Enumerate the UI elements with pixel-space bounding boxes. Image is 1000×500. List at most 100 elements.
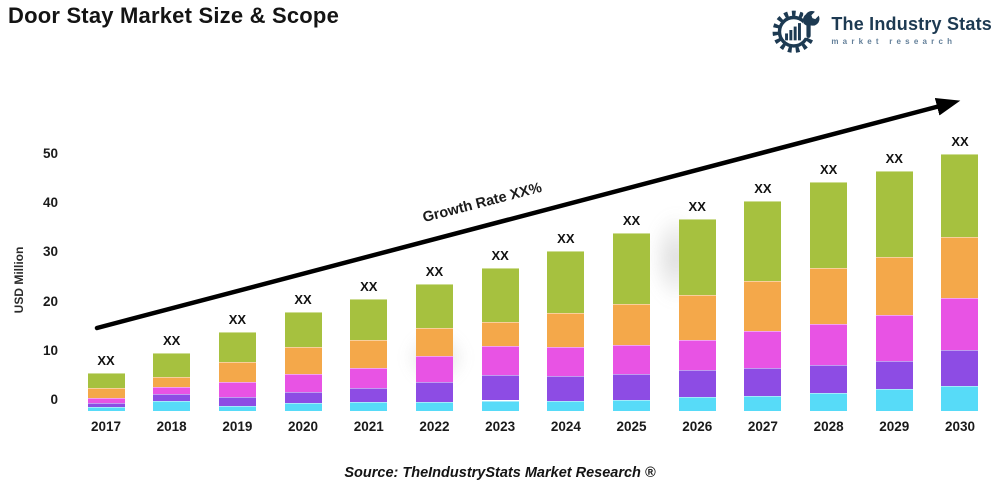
- page-title: Door Stay Market Size & Scope: [8, 3, 340, 28]
- bar-segment-segment-2-purple: [678, 370, 716, 398]
- gear-wrench-chart-icon: [772, 6, 820, 53]
- brand-text: The Industry Stats market research: [831, 14, 992, 46]
- bar-value-label: XX: [163, 333, 181, 349]
- bar-segment-segment-3-magenta: [218, 381, 256, 397]
- y-tick-label: 0: [50, 392, 58, 407]
- bar-value-label: XX: [425, 264, 444, 280]
- bar-segment-segment-1-cyan: [87, 407, 125, 411]
- bar-segment-segment-5-green: [87, 373, 125, 388]
- x-tick-label: 2023: [485, 419, 516, 434]
- bar-segment-segment-1-cyan: [153, 401, 191, 411]
- bar-segment-segment-4-orange: [678, 294, 716, 341]
- bar-segment-segment-2-purple: [350, 388, 388, 403]
- bar-segment-segment-3-magenta: [87, 397, 125, 404]
- bar-value-label: XX: [622, 213, 641, 229]
- bar-segment-segment-3-magenta: [415, 355, 453, 382]
- bar-segment-segment-1-cyan: [481, 400, 519, 411]
- bar-segment-segment-1-cyan: [350, 402, 388, 411]
- bar-segment-segment-1-cyan: [744, 395, 782, 411]
- bar-segment-segment-5-green: [744, 200, 782, 282]
- bar-segment-segment-4-orange: [941, 237, 979, 298]
- bar-segment-segment-1-cyan: [547, 401, 585, 411]
- bar-segment-segment-3-magenta: [284, 374, 322, 392]
- bar-segment-segment-1-cyan: [218, 405, 256, 411]
- bar-segment-segment-2-purple: [481, 375, 519, 401]
- bar-segment-segment-5-green: [547, 250, 585, 313]
- y-tick-label: 40: [42, 195, 58, 211]
- bar-segment-segment-4-orange: [481, 321, 519, 347]
- bar-value-label: XX: [294, 292, 312, 308]
- x-tick-label: 2020: [288, 419, 319, 434]
- bar-value-label: XX: [951, 134, 969, 150]
- brand-tagline: market research: [831, 37, 957, 46]
- x-tick-label: 2026: [682, 419, 713, 434]
- bar-segment-segment-4-orange: [810, 267, 848, 325]
- bar-value-label: XX: [491, 247, 509, 263]
- bar-segment-segment-4-orange: [153, 377, 191, 387]
- brand-name: The Industry Stats: [831, 14, 992, 34]
- y-tick-label: 10: [42, 342, 58, 358]
- bar-segment-segment-5-green: [415, 284, 453, 329]
- bar-segment-segment-1-cyan: [810, 393, 848, 411]
- bar-segment-segment-3-magenta: [350, 368, 388, 389]
- bar-value-label: XX: [688, 199, 706, 215]
- bar-segment-segment-5-green: [678, 219, 716, 295]
- x-tick-label: 2019: [222, 419, 253, 434]
- bar-segment-segment-3-magenta: [678, 340, 716, 370]
- x-tick-label: 2018: [156, 419, 187, 434]
- bar-segment-segment-1-cyan: [941, 385, 979, 411]
- x-tick-label: 2022: [419, 419, 450, 434]
- bar-segment-segment-2-purple: [941, 349, 979, 386]
- bar-segment-segment-5-green: [284, 312, 322, 348]
- x-tick-label: 2027: [747, 419, 778, 434]
- x-tick-label: 2028: [813, 419, 844, 434]
- brand-logo: The Industry Stats market research: [772, 5, 992, 55]
- x-tick-label: 2021: [353, 419, 384, 434]
- bar-segment-segment-4-orange: [415, 328, 453, 356]
- bar-segment-segment-2-purple: [810, 365, 848, 394]
- bar-segment-segment-4-orange: [284, 347, 322, 375]
- y-tick-label: 30: [42, 244, 58, 260]
- bar-segment-segment-3-magenta: [875, 315, 913, 361]
- bar-segment-segment-3-magenta: [941, 297, 979, 350]
- bar-segment-segment-4-orange: [218, 362, 256, 382]
- bar-segment-segment-3-magenta: [810, 324, 848, 366]
- bar-segment-segment-5-green: [153, 353, 191, 378]
- bar-value-label: XX: [97, 353, 115, 369]
- bar-segment-segment-1-cyan: [613, 399, 651, 411]
- bar-segment-segment-2-purple: [284, 391, 322, 404]
- bar-segment-segment-4-orange: [744, 281, 782, 331]
- y-tick-label: 50: [42, 146, 58, 161]
- bar-segment-segment-2-purple: [87, 403, 125, 408]
- bar-segment-segment-3-magenta: [744, 330, 782, 369]
- bar-segment-segment-4-orange: [350, 339, 388, 369]
- bar-segment-segment-2-purple: [153, 394, 191, 401]
- bar-segment-segment-3-magenta: [613, 344, 651, 374]
- bar-value-label: XX: [885, 151, 903, 167]
- y-axis-title: USD Million: [12, 246, 26, 314]
- bar-segment-segment-2-purple: [613, 373, 651, 400]
- bar-value-label: XX: [754, 180, 772, 196]
- bar-segment-segment-4-orange: [87, 387, 125, 398]
- x-tick-label: 2024: [550, 419, 581, 434]
- bar-segment-segment-2-purple: [218, 396, 256, 406]
- bar-segment-segment-4-orange: [613, 303, 651, 345]
- bar-segment-segment-1-cyan: [415, 402, 453, 411]
- source-note: Source: TheIndustryStats Market Research…: [344, 465, 656, 481]
- x-tick-label: 2030: [944, 419, 975, 434]
- bar-segment-segment-2-purple: [547, 376, 585, 402]
- bar-segment-segment-1-cyan: [678, 397, 716, 411]
- bar-segment-segment-2-purple: [415, 381, 453, 403]
- bar-segment-segment-5-green: [875, 171, 913, 257]
- growth-rate-annotation: Growth Rate XX%: [421, 179, 544, 227]
- bar-segment-segment-3-magenta: [481, 346, 519, 376]
- bar-segment-segment-5-green: [613, 233, 651, 304]
- bar-segment-segment-2-purple: [875, 360, 913, 390]
- x-tick-label: 2017: [90, 419, 122, 434]
- bar-segment-segment-1-cyan: [875, 389, 913, 411]
- bar-segment-segment-2-purple: [744, 368, 782, 396]
- bar-segment-segment-5-green: [810, 181, 848, 268]
- bar-value-label: XX: [557, 230, 575, 246]
